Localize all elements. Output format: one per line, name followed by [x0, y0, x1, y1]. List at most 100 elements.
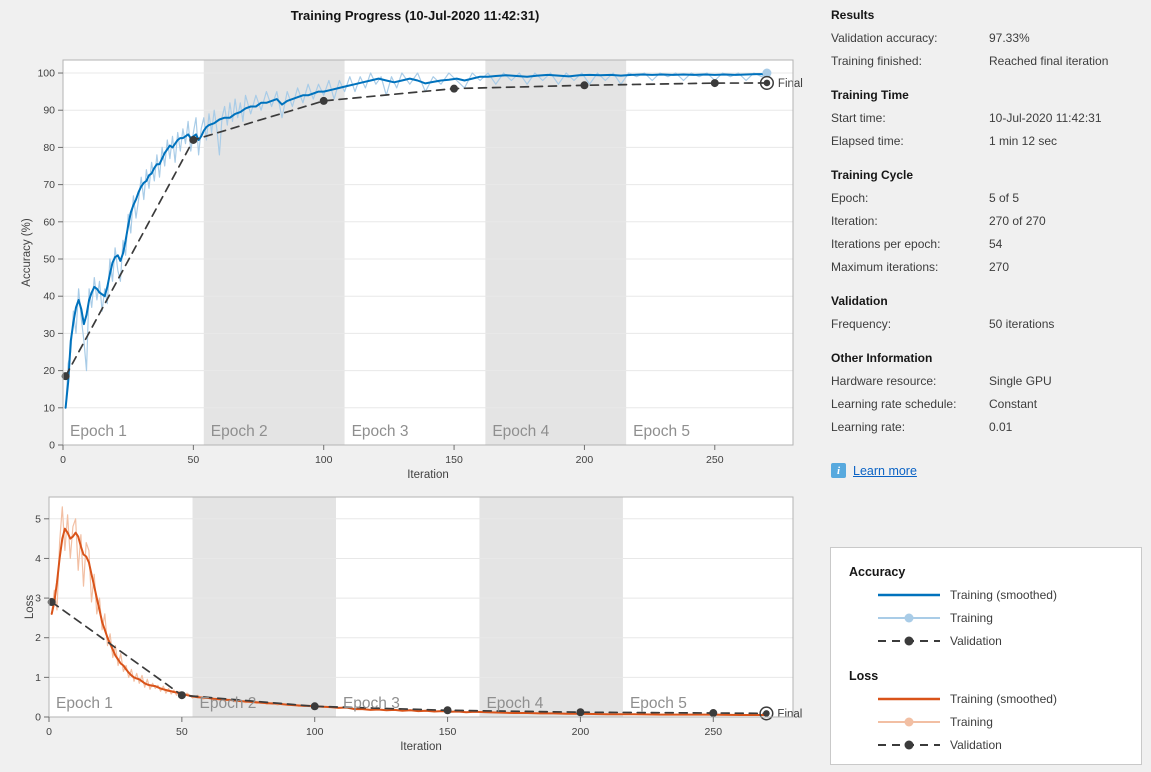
info-row: Epoch: 5 of 5	[831, 187, 1147, 210]
legend-line-sample	[878, 593, 940, 596]
info-row: Training finished: Reached final iterati…	[831, 50, 1147, 73]
legend-line-sample	[878, 717, 940, 726]
info-row-label: Frequency:	[831, 317, 892, 331]
svg-text:30: 30	[43, 328, 55, 340]
svg-text:250: 250	[705, 726, 723, 738]
info-row-value: Single GPU	[989, 374, 1052, 388]
info-row-value: 270	[989, 260, 1010, 274]
info-row-label: Epoch:	[831, 191, 869, 205]
legend-line-sample	[878, 697, 940, 700]
legend-line-sample	[878, 613, 940, 622]
svg-text:150: 150	[439, 726, 457, 738]
info-row-label: Start time:	[831, 111, 886, 125]
legend-row-label: Training	[950, 610, 993, 625]
svg-text:60: 60	[43, 216, 55, 228]
info-row: Hardware resource: Single GPU	[831, 370, 1147, 393]
legend-panel: Accuracy Training (smoothed) Training Va…	[830, 547, 1142, 765]
info-row: Validation accuracy: 97.33%	[831, 27, 1147, 50]
svg-text:40: 40	[43, 291, 55, 303]
svg-text:5: 5	[35, 513, 41, 525]
svg-text:90: 90	[43, 105, 55, 117]
info-row-value: Reached final iteration	[989, 54, 1109, 68]
info-row-label: Learning rate schedule:	[831, 397, 957, 411]
legend-row: Training (smoothed)	[877, 687, 1141, 710]
info-row-value: 0.01	[989, 420, 1013, 434]
info-row-value: Constant	[989, 397, 1038, 411]
svg-text:Epoch 4: Epoch 4	[492, 423, 549, 440]
svg-text:Iteration: Iteration	[400, 741, 442, 753]
info-section-heading: Training Cycle	[831, 168, 914, 182]
svg-text:Epoch 2: Epoch 2	[199, 695, 256, 712]
svg-text:Epoch 5: Epoch 5	[633, 423, 690, 440]
svg-text:70: 70	[43, 179, 55, 191]
svg-text:250: 250	[706, 454, 724, 466]
svg-text:100: 100	[306, 726, 324, 738]
figure-title: Training Progress (10-Jul-2020 11:42:31)	[290, 8, 540, 23]
svg-text:2: 2	[35, 632, 41, 644]
info-row: Iterations per epoch: 54	[831, 233, 1147, 256]
info-section-heading: Training Time	[831, 88, 909, 102]
svg-text:Final: Final	[778, 78, 803, 90]
svg-text:Iteration: Iteration	[407, 469, 449, 481]
svg-text:Epoch 4: Epoch 4	[486, 695, 543, 712]
svg-text:Epoch 3: Epoch 3	[352, 423, 409, 440]
svg-text:10: 10	[43, 402, 55, 414]
svg-text:Loss: Loss	[24, 595, 36, 620]
svg-text:Accuracy (%): Accuracy (%)	[21, 218, 33, 287]
svg-text:0: 0	[46, 726, 52, 738]
info-icon[interactable]: i	[831, 463, 846, 478]
legend-row-label: Validation	[950, 737, 1002, 752]
legend-group-heading: Loss	[849, 669, 879, 683]
info-row-label: Iterations per epoch:	[831, 237, 941, 251]
svg-text:0: 0	[49, 440, 55, 452]
info-section-heading: Validation	[831, 294, 888, 308]
info-row-label: Learning rate:	[831, 420, 906, 434]
info-section: Results Validation accuracy: 97.33% Trai…	[831, 4, 1147, 73]
legend-row: Validation	[877, 629, 1141, 652]
info-row-value: 50 iterations	[989, 317, 1055, 331]
info-row-value: 10-Jul-2020 11:42:31	[989, 111, 1102, 125]
svg-text:100: 100	[315, 454, 333, 466]
legend-group: Loss Training (smoothed) Training Valida…	[849, 665, 1141, 756]
info-row: Learning rate schedule: Constant	[831, 393, 1147, 416]
legend-row: Training (smoothed)	[877, 583, 1141, 606]
info-section: Other Information Hardware resource: Sin…	[831, 347, 1147, 439]
svg-text:Epoch 2: Epoch 2	[211, 423, 268, 440]
legend-row: Training	[877, 710, 1141, 733]
info-section-heading: Other Information	[831, 351, 933, 365]
info-row-label: Training finished:	[831, 54, 922, 68]
svg-text:20: 20	[43, 365, 55, 377]
legend-line-sample	[878, 636, 940, 645]
info-row-value: 97.33%	[989, 31, 1030, 45]
info-row-label: Elapsed time:	[831, 134, 904, 148]
svg-text:50: 50	[43, 254, 55, 266]
svg-text:4: 4	[35, 553, 41, 565]
info-row-label: Maximum iterations:	[831, 260, 939, 274]
info-row-value: 270 of 270	[989, 214, 1046, 228]
info-section-heading: Results	[831, 8, 875, 22]
svg-text:0: 0	[35, 712, 41, 724]
svg-text:1: 1	[35, 672, 41, 684]
svg-text:Epoch 3: Epoch 3	[343, 695, 400, 712]
svg-text:100: 100	[37, 68, 55, 80]
learn-more-link[interactable]: i Learn more	[831, 463, 917, 478]
learn-more-label: Learn more	[853, 463, 917, 478]
legend-row: Validation	[877, 733, 1141, 756]
info-panel: Results Validation accuracy: 97.33% Trai…	[831, 4, 1147, 478]
info-row: Maximum iterations: 270	[831, 256, 1147, 279]
svg-text:200: 200	[576, 454, 594, 466]
info-row: Iteration: 270 of 270	[831, 210, 1147, 233]
info-row-label: Validation accuracy:	[831, 31, 938, 45]
info-row-value: 1 min 12 sec	[989, 134, 1058, 148]
svg-text:80: 80	[43, 142, 55, 154]
svg-text:Epoch 1: Epoch 1	[70, 423, 127, 440]
svg-text:0: 0	[60, 454, 66, 466]
svg-text:Final: Final	[777, 708, 802, 720]
info-section: Validation Frequency: 50 iterations	[831, 290, 1147, 336]
legend-row-label: Training	[950, 714, 993, 729]
info-row: Learning rate: 0.01	[831, 416, 1147, 439]
svg-text:150: 150	[445, 454, 463, 466]
svg-text:Epoch 1: Epoch 1	[56, 695, 113, 712]
svg-text:50: 50	[176, 726, 188, 738]
